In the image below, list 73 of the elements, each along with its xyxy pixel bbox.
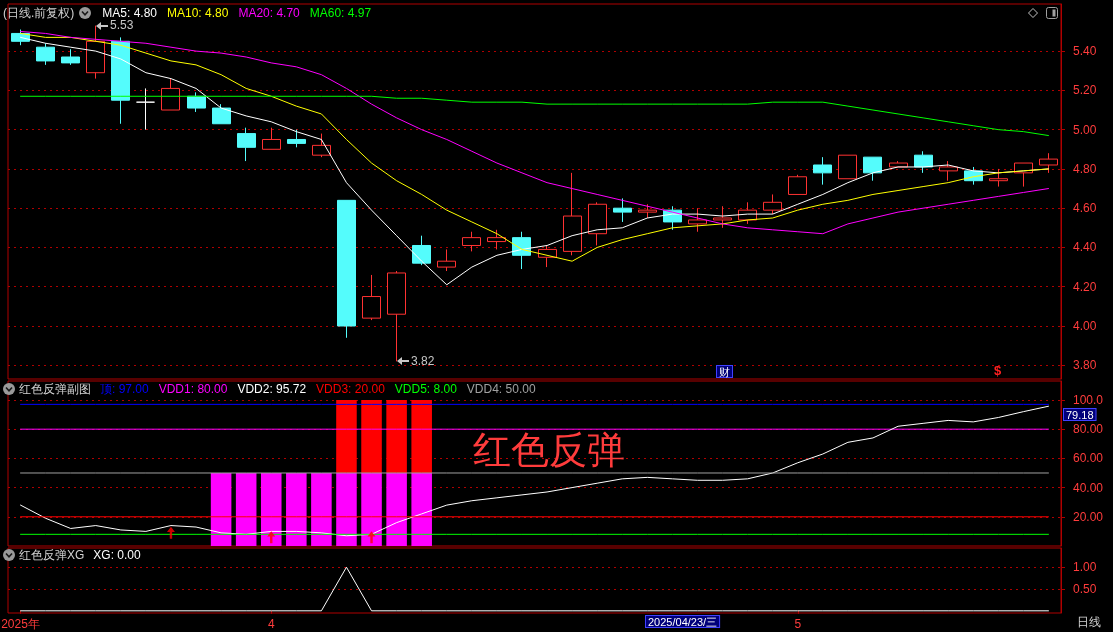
y-tick-label: 80.00 <box>1073 422 1104 437</box>
chart-title: 红色反弹副图 <box>19 382 91 396</box>
y-tick-label: 3.80 <box>1073 358 1097 373</box>
candlestick <box>287 129 306 148</box>
candlestick <box>462 231 481 252</box>
candlestick <box>412 235 431 266</box>
text: 日线 <box>1077 615 1101 629</box>
x-tick-label: 5 <box>794 617 802 631</box>
x-tick-label: 4 <box>267 617 275 631</box>
candlestick <box>989 168 1008 188</box>
candlestick <box>161 78 180 111</box>
chart-title: 红色反弹XG <box>19 548 85 562</box>
annotation: 5.53 <box>110 18 134 32</box>
annotation: $ <box>994 363 1002 378</box>
candlestick <box>688 207 707 233</box>
candlestick <box>262 127 281 150</box>
series-label: 顶: 97.00 <box>100 382 150 396</box>
candlestick <box>437 248 456 272</box>
y-tick-label: 40.00 <box>1073 480 1104 495</box>
y-tick-label: 4.80 <box>1073 161 1097 176</box>
y-tick-label: 5.00 <box>1073 122 1097 137</box>
text: MA5: 4.80 <box>102 6 158 20</box>
candlestick <box>613 197 632 223</box>
annotation: 红色反弹 <box>473 429 625 471</box>
text: VDD1: 80.00 <box>158 382 228 396</box>
y-tick-label: 100.0 <box>1073 392 1104 407</box>
y-tick-label: 4.00 <box>1073 318 1097 333</box>
candlestick <box>237 127 256 162</box>
text: XG: 0.00 <box>93 548 142 562</box>
text: 79.18 <box>1066 408 1094 421</box>
candlestick <box>1039 152 1058 174</box>
candlestick <box>136 87 155 131</box>
candlestick <box>187 91 206 113</box>
y-tick-label: 5.20 <box>1073 83 1097 98</box>
candlestick <box>337 199 356 339</box>
chart-title: (日线.前复权) <box>3 6 75 20</box>
candlestick <box>111 36 130 125</box>
y-tick-label: 5.40 <box>1073 44 1097 59</box>
annotation: 3.82 <box>411 354 435 368</box>
candlestick <box>763 193 782 215</box>
candlestick <box>588 201 607 246</box>
text: VDD3: 20.00 <box>316 382 386 396</box>
x-tick-label: 2025年 <box>1 617 40 631</box>
line-series <box>20 95 1049 137</box>
text: 2025/04/23/三 <box>648 615 718 628</box>
candlestick <box>362 274 381 321</box>
candlestick <box>638 203 657 219</box>
y-tick-label: 60.00 <box>1073 451 1104 466</box>
annotation: 财 <box>719 365 730 378</box>
candlestick <box>863 156 882 182</box>
candlestick <box>487 229 506 250</box>
y-tick-label: 0.50 <box>1073 582 1097 597</box>
candlestick <box>838 154 857 180</box>
y-tick-label: 1.00 <box>1073 560 1097 575</box>
candlestick <box>788 174 807 195</box>
candlestick <box>61 48 80 66</box>
candlestick <box>713 205 732 229</box>
text: VDD5: 8.00 <box>394 382 458 396</box>
text: MA60: 4.97 <box>309 6 372 20</box>
candlestick <box>36 42 55 66</box>
text: VDD4: 50.00 <box>466 382 536 396</box>
y-tick-label: 4.60 <box>1073 201 1097 216</box>
y-tick-label: 4.40 <box>1073 240 1097 255</box>
candlestick <box>563 172 582 256</box>
candlestick <box>312 133 331 158</box>
text: MA10: 4.80 <box>167 6 229 20</box>
candlestick <box>212 103 231 125</box>
candlestick <box>813 156 832 186</box>
y-tick-label: 4.20 <box>1073 279 1097 294</box>
y-tick-label: 20.00 <box>1073 509 1104 524</box>
text: VDD2: 95.72 <box>237 382 307 396</box>
candlestick <box>914 150 933 174</box>
text: MA20: 4.70 <box>238 6 301 20</box>
